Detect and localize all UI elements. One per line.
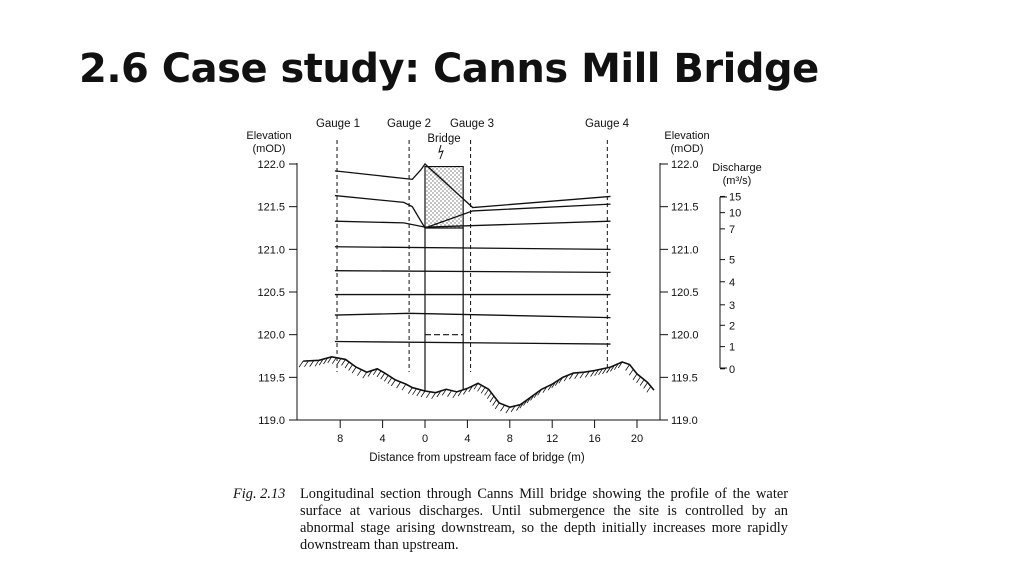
left-axis-title-1: Elevation [246,130,291,142]
x-tick-label: 16 [588,433,600,445]
x-axis-title: Distance from upstream face of bridge (m… [369,452,585,464]
bridge-pointer [438,144,444,160]
right-y-tick-label: 121.5 [671,202,699,214]
bridge-label: Bridge [427,133,460,145]
right-axis-title-1: Elevation [664,130,709,142]
right-y-tick-label: 119.5 [671,372,698,384]
left-y-tick-label: 122.0 [257,159,285,171]
discharge-tick-label: 4 [729,277,735,289]
gauge-3-label: Gauge 3 [450,118,494,130]
water-surface-profile-q10 [334,163,611,209]
discharge-tick-label: 15 [729,191,741,203]
river-bed-layer [298,356,655,414]
left-y-tick-label: 121.5 [257,202,285,214]
x-tick-label: 8 [507,433,513,445]
gauge-4-label: Gauge 4 [585,118,630,130]
axis-ticks-layer: 119.0 119.0 119.5 119.5 120.0 120.0 120.5 120.5… [257,159,741,445]
caption-label: Fig. 2.13 [233,486,286,502]
right-y-tick-label: 119.0 [671,415,698,427]
x-tick-label: 4 [464,433,470,445]
water-surface-profile-q3 [334,270,611,274]
caption-text: Longitudinal section through Canns Mill … [300,486,788,553]
right-axis-title-2: (mOD) [671,143,704,155]
x-tick-label: 0 [422,433,428,445]
right-y-tick-label: 121.0 [671,244,699,256]
water-surface-profile-q0 [334,340,611,345]
left-axis-title-2: (mOD) [253,143,286,155]
discharge-tick-label: 1 [729,342,735,354]
discharge-tick-label: 0 [729,364,735,376]
left-y-tick-label: 119.5 [258,372,285,384]
gauge-1-label: Gauge 1 [316,118,360,130]
gauge-lines-layer [336,140,608,372]
x-tick-label: 8 [337,433,343,445]
x-tick-label: 12 [546,433,558,445]
discharge-tick-label: 7 [729,224,735,236]
water-surface-profile-q1 [334,312,611,319]
river-bed-hatching [298,356,652,414]
slide-title: 2.6 Case study: Canns Mill Bridge [79,46,819,92]
discharge-tick-label: 10 [729,208,741,220]
discharge-tick-label: 3 [729,300,735,312]
right-y-tick-label: 122.0 [671,159,699,171]
water-surface-series-layer [334,163,611,345]
left-y-tick-label: 120.5 [257,287,285,299]
bridge-layer [424,165,464,391]
x-tick-label: 20 [631,433,643,445]
discharge-tick-label: 2 [729,320,735,332]
left-y-tick-label: 119.0 [258,415,285,427]
right-y-tick-label: 120.5 [671,287,699,299]
discharge-tick-label: 5 [729,255,735,267]
discharge-axis-title-2: (m³/s) [723,175,752,187]
x-tick-label: 4 [380,433,386,445]
left-y-tick-label: 120.0 [257,330,285,342]
discharge-axis-title-1: Discharge [712,162,762,174]
river-bed-line [303,356,655,409]
figure-caption: Fig. 2.13 Longitudinal section through C… [233,486,788,554]
water-surface-profile-q5 [334,220,611,228]
water-surface-profile-q4 [334,246,611,250]
gauge-2-label: Gauge 2 [387,118,431,130]
bridge-deck [424,165,464,229]
water-surface-profile-q7 [334,194,611,229]
right-y-tick-label: 120.0 [671,330,699,342]
left-y-tick-label: 121.0 [257,244,285,256]
